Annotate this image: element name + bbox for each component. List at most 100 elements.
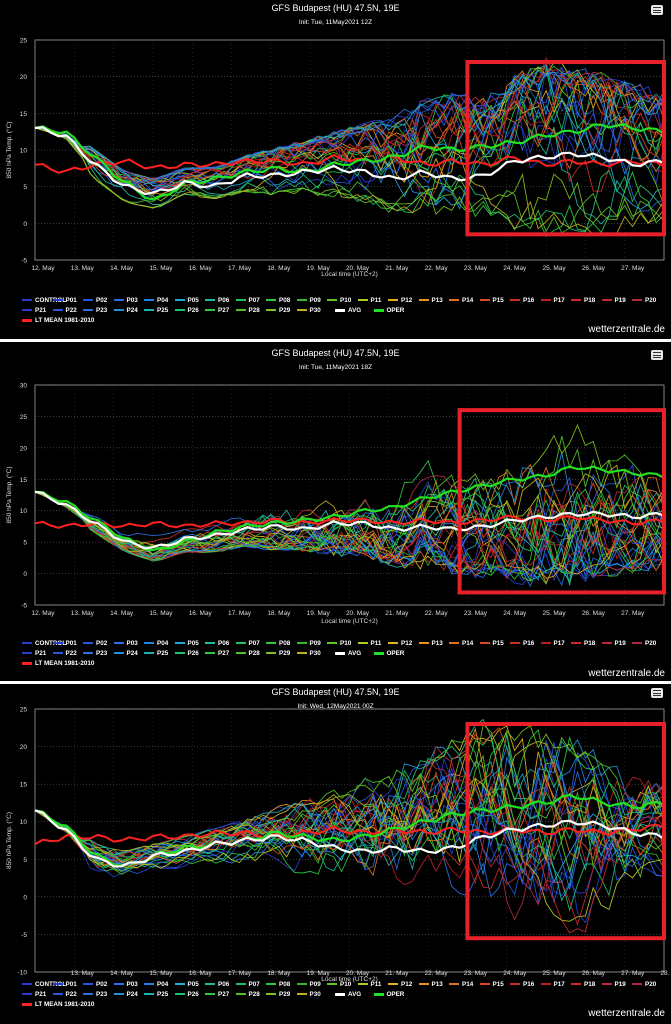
y-tick-label: -5: [21, 603, 27, 610]
y-tick-label: 0: [23, 894, 27, 901]
legend-label: P11: [370, 297, 382, 304]
legend-label: P26: [187, 307, 199, 314]
legend-swatch: [266, 642, 276, 644]
chart-panel-2: -5 0 5 10 15 20 25 30 12. May 13. May 14. May 15. M…: [0, 342, 671, 681]
legend-label: P10: [340, 640, 352, 647]
chart-menu-icon[interactable]: [651, 5, 663, 15]
legend-label: AVG: [348, 650, 362, 657]
x-tick-label: 14. May: [110, 970, 134, 977]
y-tick-label: 0: [23, 571, 27, 578]
x-tick-label: 18. May: [267, 970, 291, 977]
legend-label: P01: [65, 981, 77, 988]
series-line-avg: [34, 490, 665, 550]
legend-swatch: [601, 299, 612, 301]
series-line-avg: [34, 126, 665, 196]
legend-swatch: [205, 642, 215, 644]
legend-label: P06: [218, 640, 230, 647]
y-tick-label: 10: [20, 508, 28, 515]
legend-swatch: [144, 652, 154, 654]
legend-label: P02: [96, 640, 108, 647]
legend-swatch: [388, 642, 398, 644]
legend-swatch: [479, 983, 490, 985]
legend-label: P14: [462, 297, 474, 304]
legend-swatch: [335, 652, 345, 655]
legend-swatch: [235, 642, 246, 644]
y-tick-label: 25: [20, 38, 28, 45]
legend-label: P18: [584, 640, 596, 647]
legend-swatch: [479, 299, 490, 301]
chart-menu-icon[interactable]: [651, 350, 663, 360]
legend-label: LT MEAN 1981-2010: [35, 1001, 95, 1008]
legend-swatch: [479, 642, 490, 644]
legend-label: P25: [157, 991, 169, 998]
legend-label: P28: [248, 991, 260, 998]
legend-label: P06: [218, 981, 230, 988]
legend-label: P26: [187, 650, 199, 657]
legend-label: P05: [187, 297, 199, 304]
legend-label: P15: [492, 297, 504, 304]
legend-swatch: [22, 642, 32, 644]
legend-swatch: [571, 299, 581, 301]
legend-label: AVG: [348, 991, 362, 998]
legend-label: P12: [401, 640, 413, 647]
legend-label: P14: [462, 981, 474, 988]
chart-menu-icon[interactable]: [651, 688, 663, 698]
legend-swatch: [357, 983, 368, 985]
legend-label: P07: [248, 640, 260, 647]
legend-swatch: [144, 983, 154, 985]
legend-label: P14: [462, 640, 474, 647]
series-line-p18: [34, 491, 665, 577]
legend-swatch: [144, 642, 154, 644]
y-tick-label: 5: [23, 540, 27, 547]
legend-label: P06: [218, 297, 230, 304]
legend-label: P19: [614, 640, 626, 647]
series-line-p13: [34, 70, 665, 195]
legend-swatch: [296, 993, 307, 995]
legend-swatch: [144, 299, 154, 301]
legend-label: P13: [431, 297, 443, 304]
x-tick-label: 19. May: [307, 265, 331, 272]
legend-swatch: [205, 652, 215, 654]
legend-swatch: [601, 983, 612, 985]
legend-swatch: [510, 299, 520, 301]
series-line-p23: [34, 68, 665, 181]
chart-subtitle: Init: Wed, 12May2021 00Z: [297, 703, 374, 710]
legend-label: P03: [126, 297, 138, 304]
legend-swatch: [113, 309, 124, 311]
legend-label: P28: [248, 307, 260, 314]
y-axis-label: 850 hPa Temp. (°C): [5, 121, 13, 178]
y-tick-label: 25: [20, 707, 28, 714]
legend-label: P03: [126, 640, 138, 647]
legend-swatch: [632, 983, 642, 985]
legend-label: P20: [645, 297, 657, 304]
legend-swatch: [83, 642, 93, 644]
legend-swatch: [52, 983, 63, 985]
legend-swatch: [205, 983, 215, 985]
legend-swatch: [327, 642, 337, 644]
legend-label: P19: [614, 981, 626, 988]
legend-label: P16: [523, 981, 535, 988]
legend-swatch: [327, 299, 337, 301]
legend-swatch: [632, 642, 642, 644]
legend-swatch: [388, 299, 398, 301]
legend-swatch: [22, 652, 32, 654]
y-axis-label: 850 hPa Temp. (°C): [5, 466, 13, 523]
series-line-p26: [34, 718, 665, 859]
chart-panel-1: -5 0 5 10 15 20 25 12. May 13. May 14. May 15. May…: [0, 0, 671, 339]
series-line-lt-mean: [34, 153, 665, 174]
highlight-box: [465, 722, 666, 941]
x-tick-label: 13. May: [71, 970, 95, 977]
x-tick-label: 13. May: [71, 265, 95, 272]
x-tick-label: 25. May: [543, 970, 567, 977]
legend-swatch: [296, 652, 307, 654]
y-tick-label: 5: [23, 184, 27, 191]
y-tick-label: 20: [20, 744, 28, 751]
legend-label: P19: [614, 297, 626, 304]
x-tick-label: 23. May: [464, 970, 488, 977]
chart-subtitle: Init: Tue, 11May2021 12Z: [298, 19, 373, 26]
legend-swatch: [52, 642, 63, 644]
series-line-p26: [34, 477, 665, 560]
legend-swatch: [144, 993, 154, 995]
legend-swatch: [449, 983, 459, 985]
legend-swatch: [205, 993, 215, 995]
